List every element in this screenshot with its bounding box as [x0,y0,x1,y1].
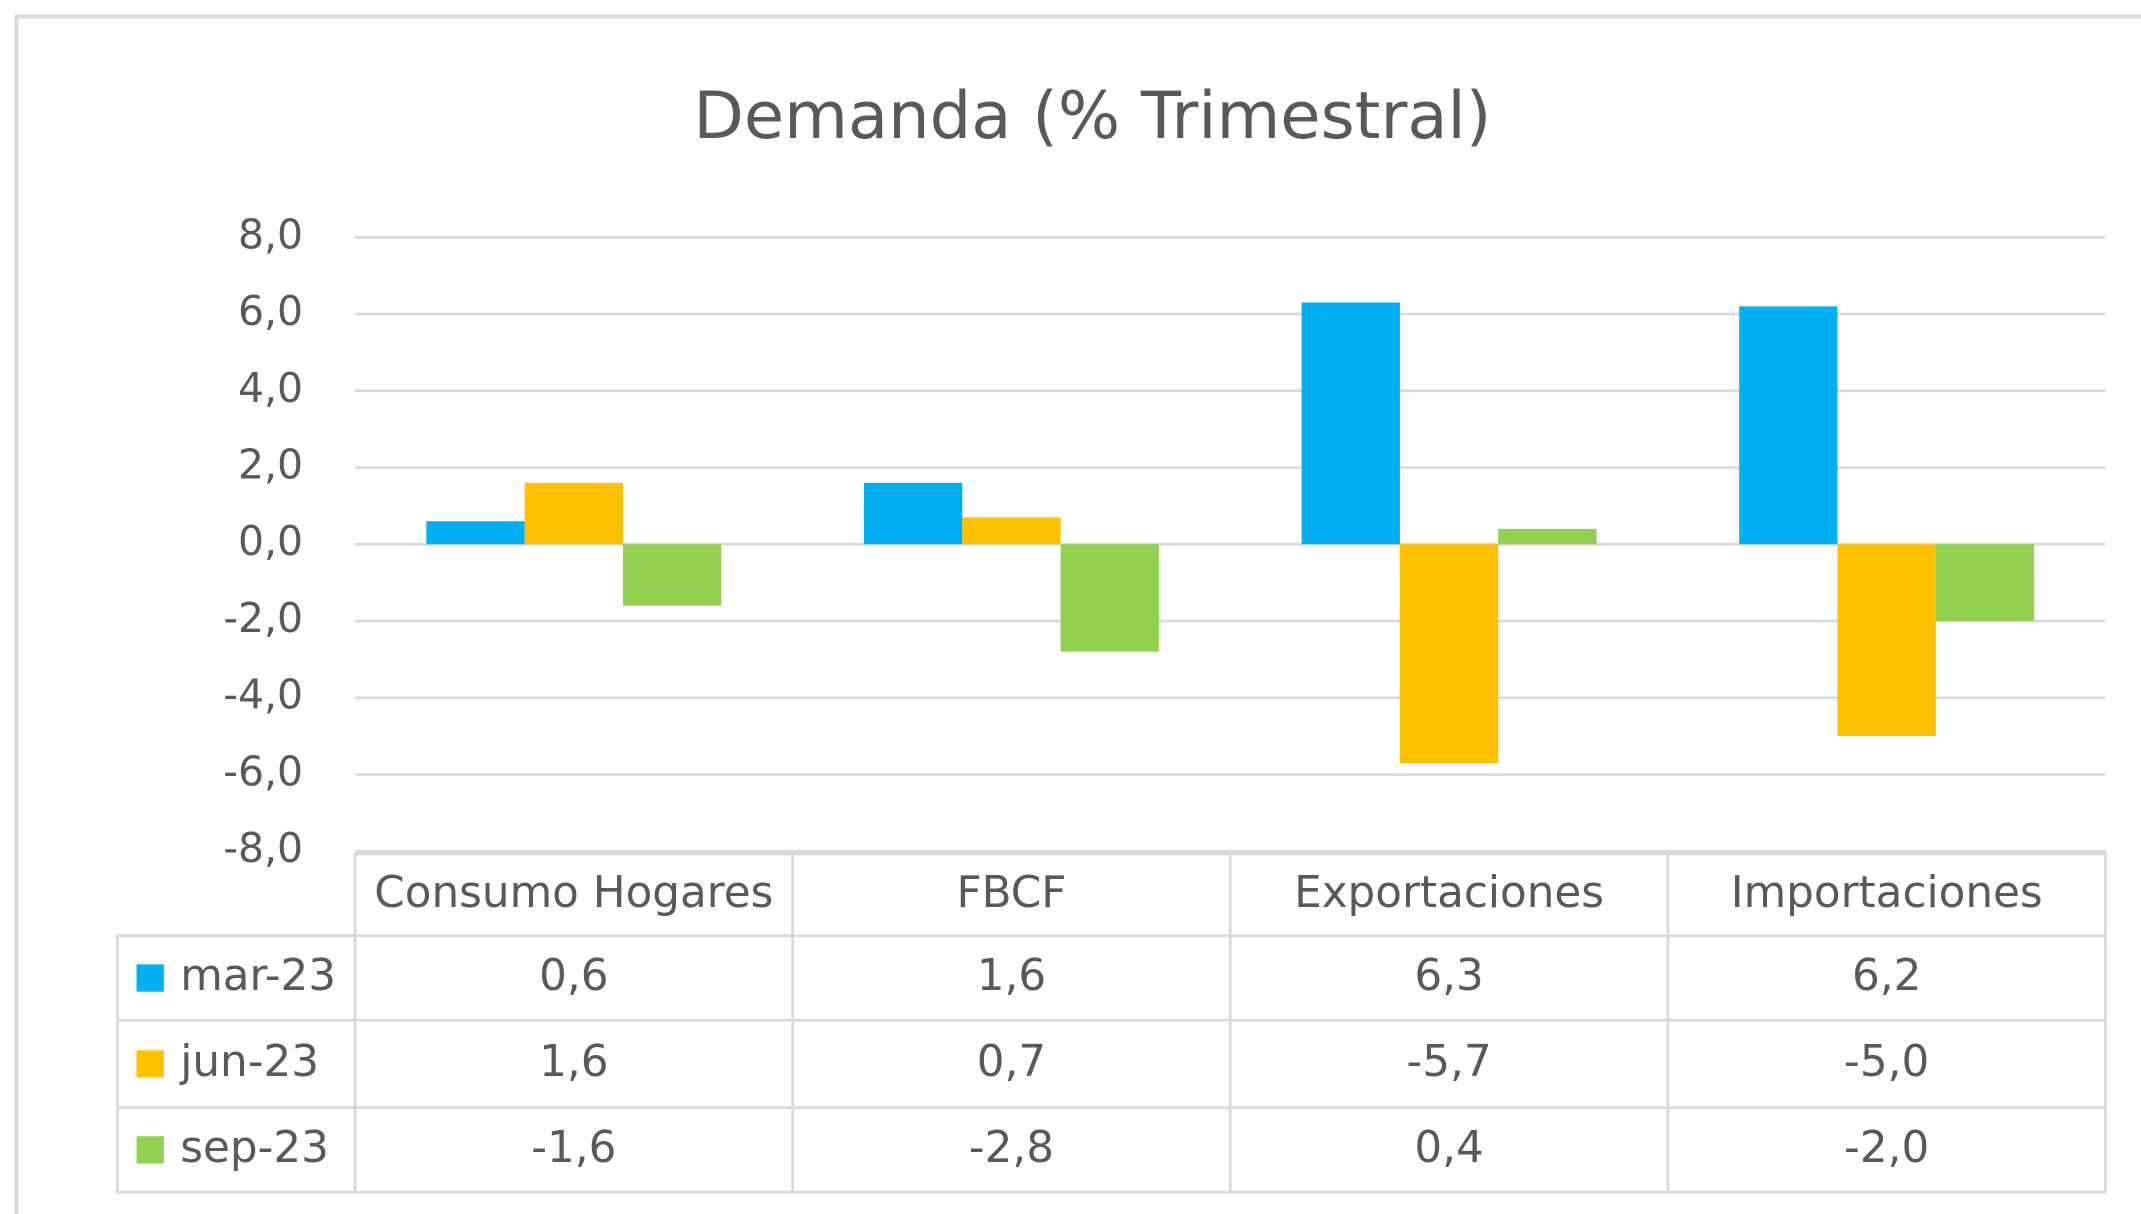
data-label: 6,2 [1852,950,1921,1001]
x-tick-label: Exportaciones [1294,867,1604,918]
y-tick-label: 8,0 [238,210,303,258]
y-tick-label: -2,0 [223,594,303,642]
y-tick-label: -4,0 [223,671,303,719]
bar [622,544,722,606]
bar [863,482,963,545]
bar [1399,544,1499,763]
bar [1935,544,2035,621]
bar [1498,528,1597,545]
legend-swatch [136,964,164,992]
data-label: 1,6 [977,950,1046,1001]
y-tick-label: 6,0 [238,287,303,335]
data-label: 0,4 [1414,1122,1483,1173]
bar [1739,306,1838,545]
data-label: 6,3 [1414,950,1483,1001]
data-label: -5,0 [1844,1036,1929,1087]
chart-title: Demanda (% Trimestral) [693,78,1491,154]
x-tick-label: Consumo Hogares [374,867,773,918]
data-label: 0,7 [977,1036,1046,1087]
data-label: -1,6 [531,1122,616,1173]
bar [962,517,1061,545]
data-label: -2,0 [1844,1122,1929,1173]
y-tick-label: 2,0 [238,441,303,489]
data-label: 0,6 [539,950,608,1001]
bar [524,482,623,545]
legend-swatch [136,1136,164,1164]
y-tick-label: -8,0 [223,824,303,872]
bar [1060,544,1159,652]
legend-label: mar-23 [180,950,336,1001]
x-tick-label: Importaciones [1731,867,2043,918]
bar [1837,544,1936,737]
legend-swatch [136,1050,164,1078]
legend-label: jun-23 [179,1036,319,1087]
data-label: -2,8 [969,1122,1054,1173]
bar [1301,302,1400,545]
bar [426,521,525,545]
legend-label: sep-23 [180,1122,329,1173]
y-tick-label: -6,0 [223,747,303,795]
y-tick-label: 4,0 [238,364,303,412]
data-label: 1,6 [539,1036,608,1087]
y-tick-label: 0,0 [238,517,303,565]
data-label: -5,7 [1406,1036,1491,1087]
x-tick-label: FBCF [956,867,1066,918]
